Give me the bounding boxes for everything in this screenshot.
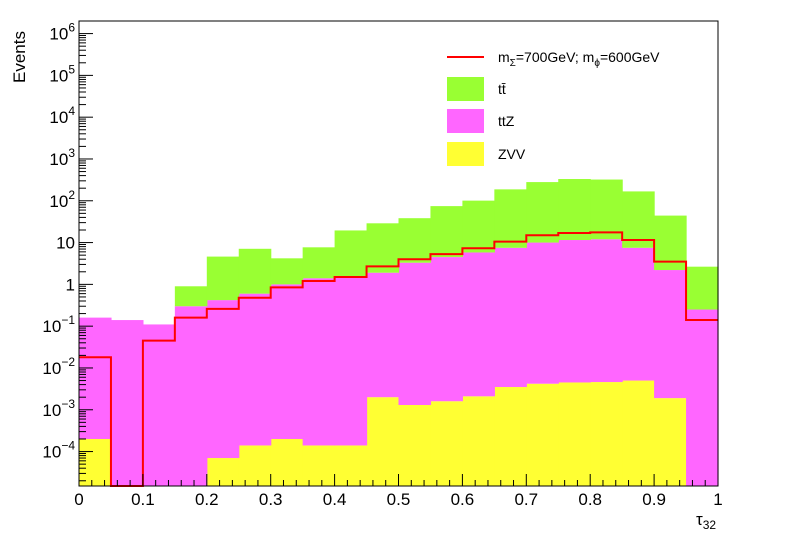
y-tick-label: 103 xyxy=(49,146,75,169)
bar-segment xyxy=(462,252,495,397)
bar-segment xyxy=(558,382,591,486)
x-axis-title-symbol: τ xyxy=(696,510,703,529)
bar-segment xyxy=(430,206,463,258)
bar-segment xyxy=(398,405,432,486)
bar-segment xyxy=(590,382,623,486)
legend-entry: tt̄ xyxy=(447,77,506,101)
x-tick-label: 0.8 xyxy=(578,490,602,509)
stack-series-zvv xyxy=(79,380,687,486)
bar-segment xyxy=(302,247,336,279)
x-tick-label: 0.9 xyxy=(642,490,666,509)
bar-segment xyxy=(174,286,208,307)
bar-segment xyxy=(79,438,112,486)
bar-segment xyxy=(206,300,240,459)
stack-series-tt xyxy=(174,179,719,310)
bar-segment xyxy=(622,247,655,381)
x-tick-label: 0.4 xyxy=(323,490,347,509)
legend-entry: ttZ xyxy=(447,109,515,133)
bar-segment xyxy=(622,380,655,486)
bar-segment xyxy=(558,179,591,241)
bar-segment xyxy=(270,284,304,439)
signal-histogram-layer xyxy=(79,231,718,487)
bar-segment xyxy=(494,387,527,486)
bar-segment xyxy=(654,398,687,486)
x-tick-label: 0.1 xyxy=(131,490,155,509)
legend-label: mΣ=700GeV; mϕ=600GeV xyxy=(498,49,660,69)
bar-segment xyxy=(206,256,240,301)
y-tick-label: 10−1 xyxy=(42,313,75,336)
bar-segment xyxy=(430,401,463,486)
bar-segment xyxy=(270,438,304,486)
y-axis-title: Events xyxy=(10,31,29,83)
y-tick-label: 10−2 xyxy=(42,355,75,378)
bar-segment xyxy=(238,445,272,486)
x-tick-label: 1 xyxy=(713,490,722,509)
legend-box-swatch xyxy=(447,142,484,166)
bar-segment xyxy=(654,270,687,399)
bar-segment xyxy=(430,257,463,402)
stacked-histogram xyxy=(79,179,719,486)
bar-segment xyxy=(590,239,623,383)
bar-segment xyxy=(494,189,527,248)
bar-segment xyxy=(558,240,591,383)
bar-segment xyxy=(622,191,655,248)
bar-segment xyxy=(526,242,559,384)
bar-segment xyxy=(686,309,719,486)
axes: 0 0.1 0.2 0.3 0.4 0.5 0.6 0.7 0.8 0.9 1 10−4 10−3 10−… xyxy=(42,20,723,509)
bar-segment xyxy=(526,383,559,486)
legend-box-swatch xyxy=(447,109,484,133)
bar-segment xyxy=(494,247,527,388)
y-tick-label: 105 xyxy=(49,62,75,85)
bar-segment xyxy=(238,248,272,294)
y-tick-label: 10 xyxy=(56,234,75,253)
y-tick-label: 104 xyxy=(49,104,75,127)
bar-segment xyxy=(334,277,368,446)
bar-segment xyxy=(398,218,432,263)
bar-segment xyxy=(686,266,719,310)
bar-segment xyxy=(526,182,559,243)
legend: mΣ=700GeV; mϕ=600GeV tt̄ ttZ ZVV xyxy=(447,49,660,166)
bar-segment xyxy=(302,445,336,486)
y-tick-label: 10−4 xyxy=(42,439,75,462)
y-tick-label: 102 xyxy=(49,188,75,211)
x-tick-label: 0.5 xyxy=(387,490,411,509)
y-tick-label: 106 xyxy=(49,21,75,44)
bar-segment xyxy=(462,200,495,253)
bar-segment xyxy=(270,258,304,285)
x-tick-label: 0.2 xyxy=(195,490,219,509)
bar-segment xyxy=(174,306,208,486)
legend-box-swatch xyxy=(447,77,484,101)
x-tick-label: 0.6 xyxy=(451,490,475,509)
stack-series-ttz xyxy=(79,239,719,486)
bar-segment xyxy=(110,320,144,486)
x-tick-label: 0.3 xyxy=(259,490,283,509)
x-axis-title-subscript: 32 xyxy=(703,518,717,532)
legend-entry: mΣ=700GeV; mϕ=600GeV xyxy=(447,49,660,69)
y-tick-label: 10−3 xyxy=(42,397,75,420)
bar-segment xyxy=(366,223,400,273)
x-tick-label: 0 xyxy=(74,490,83,509)
legend-entry: ZVV xyxy=(447,142,526,166)
x-tick-label: 0.7 xyxy=(514,490,538,509)
bar-segment xyxy=(590,179,623,240)
bar-segment xyxy=(462,396,495,486)
legend-label: ZVV xyxy=(498,146,526,162)
y-tick-label: 1 xyxy=(66,275,75,294)
bar-segment xyxy=(302,278,336,446)
x-axis-title: τ32 xyxy=(696,510,716,532)
bar-segment xyxy=(334,445,368,486)
bar-segment xyxy=(398,262,432,406)
bar-segment xyxy=(238,293,272,446)
bar-segment xyxy=(334,230,368,278)
bar-segment xyxy=(366,272,400,398)
signal-histogram-line xyxy=(79,231,718,487)
bar-segment xyxy=(142,324,176,486)
legend-label: ttZ xyxy=(498,113,515,129)
bar-segment xyxy=(206,458,240,486)
legend-label: tt̄ xyxy=(498,81,506,97)
bar-segment xyxy=(366,397,400,486)
